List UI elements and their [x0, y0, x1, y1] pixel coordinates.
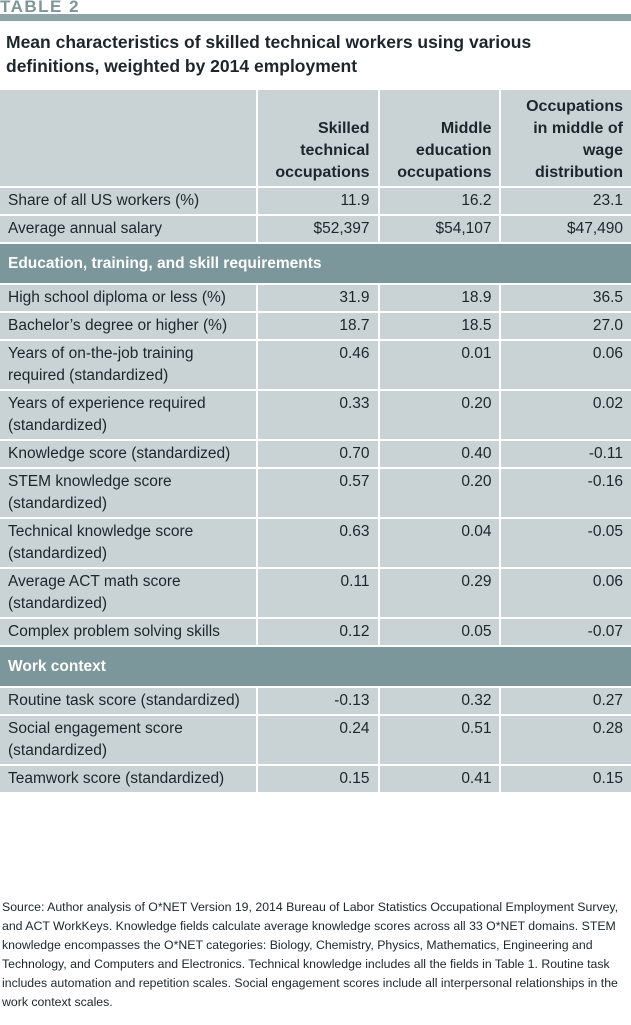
- cell-value: 0.20: [377, 467, 502, 519]
- cell-value: -0.05: [499, 517, 631, 569]
- table-title: Mean characteristics of skilled technica…: [6, 32, 532, 76]
- row-label: Complex problem solving skills: [0, 617, 258, 647]
- cell-value: 0.12: [256, 617, 380, 647]
- row-label: Years of on-the-job training required (s…: [0, 339, 258, 391]
- table-row: High school diploma or less (%) 31.9 18.9 3…: [0, 283, 631, 313]
- table-row: Bachelor’s degree or higher (%) 18.7 18.5 2…: [0, 311, 631, 341]
- cell-value: 11.9: [256, 186, 380, 216]
- cell-value: -0.16: [499, 467, 631, 519]
- cell-value: 0.06: [499, 567, 631, 619]
- cell-value: 16.2: [377, 186, 502, 216]
- cell-value: 0.24: [256, 714, 380, 766]
- column-header: Occupations in middle of wage distributi…: [499, 88, 631, 188]
- column-header: Middle education occupations: [377, 88, 502, 188]
- cell-value: -0.13: [256, 686, 380, 716]
- row-label: STEM knowledge score (standardized): [0, 467, 258, 519]
- cell-value: 0.15: [256, 764, 380, 794]
- column-header: Skilled technical occupations: [256, 88, 380, 188]
- cell-value: -0.07: [499, 617, 631, 647]
- row-label: Teamwork score (standardized): [0, 764, 258, 794]
- cell-value: 0.29: [377, 567, 502, 619]
- cell-value: 0.11: [256, 567, 380, 619]
- row-label: High school diploma or less (%): [0, 283, 258, 313]
- table-row: Years of on-the-job training required (s…: [0, 339, 631, 391]
- table-row: Share of all US workers (%) 11.9 16.2 23.1: [0, 186, 631, 216]
- header-rule: [0, 14, 631, 21]
- cell-value: 18.5: [377, 311, 502, 341]
- cell-value: 0.41: [377, 764, 502, 794]
- cell-value: $54,107: [377, 214, 502, 244]
- cell-value: 0.40: [377, 439, 502, 469]
- data-table: Skilled technical occupations Middle edu…: [0, 88, 631, 794]
- cell-value: 0.33: [256, 389, 380, 441]
- cell-value: 0.70: [256, 439, 380, 469]
- cell-value: $52,397: [256, 214, 380, 244]
- cell-value: $47,490: [499, 214, 631, 244]
- section-header-row: Education, training, and skill requireme…: [0, 242, 631, 285]
- cell-value: 0.27: [499, 686, 631, 716]
- row-label: Share of all US workers (%): [0, 186, 258, 216]
- section-header-row: Work context: [0, 645, 631, 688]
- row-label: Knowledge score (standardized): [0, 439, 258, 469]
- cell-value: 0.28: [499, 714, 631, 766]
- cell-value: -0.11: [499, 439, 631, 469]
- table-row: Years of experience required (standardiz…: [0, 389, 631, 441]
- table-row: Teamwork score (standardized) 0.15 0.41 0.1…: [0, 764, 631, 794]
- column-header: [0, 88, 258, 188]
- cell-value: 0.51: [377, 714, 502, 766]
- cell-value: 0.57: [256, 467, 380, 519]
- cell-value: 0.46: [256, 339, 380, 391]
- row-label: Years of experience required (standardiz…: [0, 389, 258, 441]
- row-label: Social engagement score (standardized): [0, 714, 258, 766]
- cell-value: 18.9: [377, 283, 502, 313]
- row-label: Average annual salary: [0, 214, 258, 244]
- cell-value: 23.1: [499, 186, 631, 216]
- cell-value: 0.02: [499, 389, 631, 441]
- table-row: Knowledge score (standardized) 0.70 0.40 -0…: [0, 439, 631, 469]
- table-row: STEM knowledge score (standardized) 0.57 0…: [0, 467, 631, 519]
- header-row: Skilled technical occupations Middle edu…: [0, 88, 631, 188]
- cell-value: 0.32: [377, 686, 502, 716]
- row-label: Technical knowledge score (standardized): [0, 517, 258, 569]
- table-row: Technical knowledge score (standardized)…: [0, 517, 631, 569]
- cell-value: 0.63: [256, 517, 380, 569]
- cell-value: 31.9: [256, 283, 380, 313]
- source-note: Source: Author analysis of O*NET Version…: [2, 900, 619, 1009]
- cell-value: 0.15: [499, 764, 631, 794]
- row-label: Average ACT math score (standardized): [0, 567, 258, 619]
- cell-value: 27.0: [499, 311, 631, 341]
- table-row: Complex problem solving skills 0.12 0.05 -0…: [0, 617, 631, 647]
- section-header: Education, training, and skill requireme…: [0, 242, 631, 285]
- table-label: TABLE 2: [0, 0, 81, 16]
- cell-value: 0.04: [377, 517, 502, 569]
- table-row: Average annual salary $52,397 $54,107 $47,4…: [0, 214, 631, 244]
- cell-value: 0.06: [499, 339, 631, 391]
- cell-value: 18.7: [256, 311, 380, 341]
- section-header: Work context: [0, 645, 631, 688]
- table-row: Routine task score (standardized) -0.13 0.…: [0, 686, 631, 716]
- cell-value: 0.20: [377, 389, 502, 441]
- cell-value: 0.01: [377, 339, 502, 391]
- table-row: Average ACT math score (standardized) 0.1…: [0, 567, 631, 619]
- row-label: Routine task score (standardized): [0, 686, 258, 716]
- cell-value: 36.5: [499, 283, 631, 313]
- row-label: Bachelor’s degree or higher (%): [0, 311, 258, 341]
- table-row: Social engagement score (standardized) 0.…: [0, 714, 631, 766]
- cell-value: 0.05: [377, 617, 502, 647]
